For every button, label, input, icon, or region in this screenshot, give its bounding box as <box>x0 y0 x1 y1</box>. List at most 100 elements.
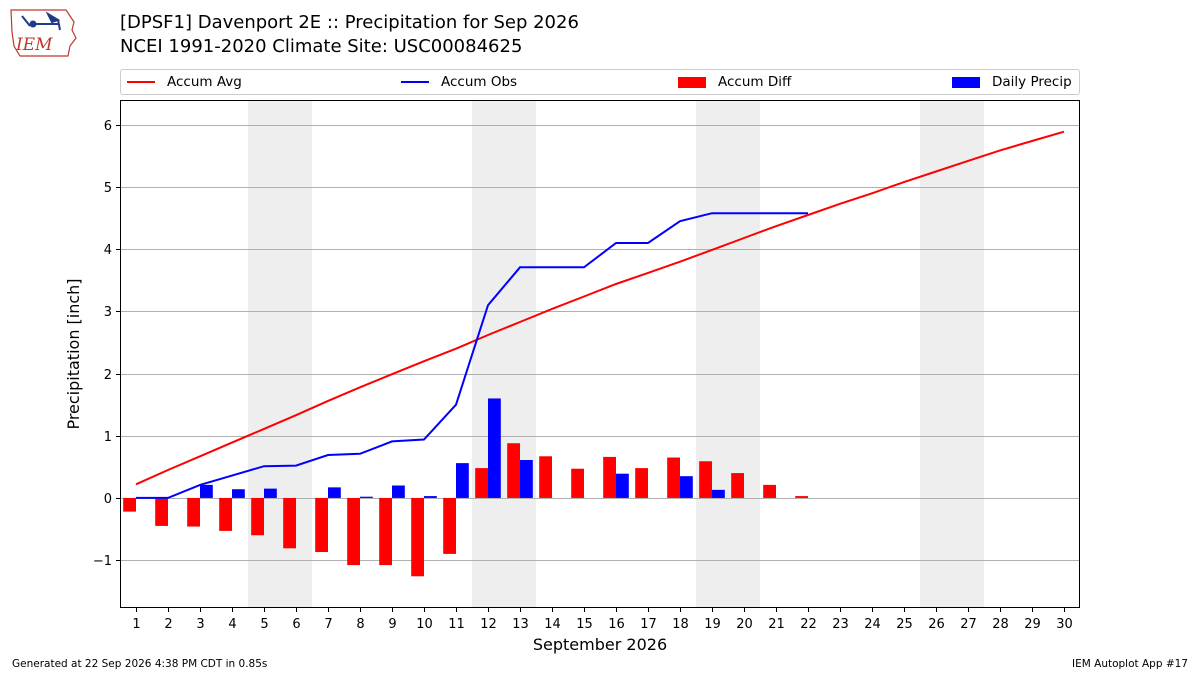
y-tick-label: 4 <box>104 243 112 258</box>
x-tick-label: 25 <box>896 617 913 632</box>
x-axis: 1 2 3 4 5 6 7 8 9 10 11 12 13 14 15 16 17 18 19 20 21 22 23 24 2… <box>132 608 1073 632</box>
app-note: IEM Autoplot App #17 <box>1072 658 1188 670</box>
accum-diff-bar <box>795 496 808 498</box>
legend-swatch-accum-avg <box>127 81 155 83</box>
legend-swatch-accum-obs <box>401 81 429 83</box>
daily-precip-bar <box>712 489 725 498</box>
x-tick-label: 9 <box>388 617 396 632</box>
accum-diff-bar <box>699 461 712 498</box>
x-tick-label: 3 <box>196 617 204 632</box>
x-tick-label: 22 <box>800 617 817 632</box>
x-tick-label: 6 <box>292 617 300 632</box>
x-tick-label: 30 <box>1056 617 1073 632</box>
daily-precip-bar <box>488 398 501 498</box>
x-tick-label: 2 <box>164 617 172 632</box>
y-tick-label: 6 <box>104 119 112 134</box>
x-tick-label: 23 <box>832 617 849 632</box>
accum-diff-bar <box>315 497 328 553</box>
y-axis: −1 0 1 2 3 4 5 6 <box>93 119 120 569</box>
accum-diff-bar <box>539 456 552 498</box>
y-tick-label: 1 <box>104 430 112 445</box>
daily-precip-bar <box>360 496 373 498</box>
legend-label-daily-precip: Daily Precip <box>992 74 1072 90</box>
legend-item-daily-precip: Daily Precip <box>952 70 1072 94</box>
accum-diff-bar <box>443 497 456 554</box>
x-tick-label: 27 <box>960 617 977 632</box>
accum-diff-bar <box>187 497 200 527</box>
x-tick-label: 28 <box>992 617 1009 632</box>
accum-diff-bar <box>507 443 520 498</box>
x-tick-label: 1 <box>132 617 140 632</box>
y-gridlines <box>120 125 1080 561</box>
accum-diff-bar <box>283 497 296 549</box>
x-tick-label: 8 <box>356 617 364 632</box>
accum-obs-line <box>136 212 808 499</box>
accum-diff-bar <box>379 497 392 566</box>
iowa-state-outline <box>10 9 77 57</box>
y-tick-label: 3 <box>104 305 112 320</box>
accum-diff-bar <box>603 456 616 498</box>
x-tick-label: 18 <box>672 617 689 632</box>
y-tick-label: −1 <box>93 554 112 569</box>
y-tick-label: 2 <box>104 368 112 383</box>
accum-diff-bar <box>155 497 168 526</box>
accum-diff-bar <box>411 497 424 577</box>
weekend-shading <box>248 100 984 608</box>
chart-title: [DPSF1] Davenport 2E :: Precipitation fo… <box>120 12 579 33</box>
accum-avg-line <box>135 130 1065 486</box>
legend-item-accum-obs: Accum Obs <box>401 70 517 94</box>
x-tick-label: 5 <box>260 617 268 632</box>
weekend-shade-band <box>920 100 984 608</box>
accum-diff-bar <box>635 468 648 498</box>
bars <box>123 398 808 577</box>
daily-precip-bar <box>520 460 533 498</box>
x-tick-label: 11 <box>448 617 465 632</box>
legend-item-accum-avg: Accum Avg <box>127 70 242 94</box>
x-tick-label: 13 <box>512 617 529 632</box>
x-tick-label: 12 <box>480 617 497 632</box>
daily-precip-bar <box>424 496 437 498</box>
daily-precip-bar <box>616 473 629 498</box>
plot-frame <box>120 100 1080 608</box>
chart-subtitle: NCEI 1991-2020 Climate Site: USC00084625 <box>120 36 523 57</box>
y-axis-label: Precipitation [inch] <box>64 278 83 429</box>
legend: Accum Avg Accum Obs Accum Diff Daily Pre… <box>120 69 1080 95</box>
logo-text: IEM <box>15 35 53 55</box>
x-tick-label: 16 <box>608 617 625 632</box>
accum-diff-bar <box>667 457 680 498</box>
accum-diff-bar <box>731 473 744 498</box>
x-axis-label: September 2026 <box>533 635 667 654</box>
x-tick-label: 24 <box>864 617 881 632</box>
x-tick-label: 15 <box>576 617 593 632</box>
x-tick-label: 14 <box>544 617 561 632</box>
accum-diff-bar <box>571 468 584 498</box>
daily-precip-bar <box>680 476 693 498</box>
accum-diff-bar <box>347 497 360 566</box>
x-tick-label: 26 <box>928 617 945 632</box>
legend-item-accum-diff: Accum Diff <box>678 70 791 94</box>
legend-label-accum-avg: Accum Avg <box>167 74 242 90</box>
accum-diff-bar <box>219 497 232 531</box>
daily-precip-bar <box>392 485 405 498</box>
daily-precip-bar <box>264 488 277 498</box>
accum-diff-bar <box>251 497 264 536</box>
accum-diff-bar <box>763 484 776 498</box>
x-tick-label: 19 <box>704 617 721 632</box>
legend-swatch-daily-precip <box>952 76 980 88</box>
weekend-shade-band <box>472 100 536 608</box>
daily-precip-bar <box>456 463 469 498</box>
legend-label-accum-diff: Accum Diff <box>718 74 792 90</box>
x-tick-label: 29 <box>1024 617 1041 632</box>
x-tick-label: 10 <box>416 617 433 632</box>
generated-note: Generated at 22 Sep 2026 4:38 PM CDT in … <box>12 658 268 670</box>
weather-station-icon <box>21 11 61 31</box>
legend-swatch-accum-diff <box>678 76 706 88</box>
iem-logo: IEM <box>10 9 77 57</box>
x-tick-label: 20 <box>736 617 753 632</box>
daily-precip-bar <box>232 489 245 498</box>
x-tick-label: 17 <box>640 617 657 632</box>
y-tick-label: 0 <box>104 492 112 507</box>
accum-diff-bar <box>123 497 136 512</box>
legend-label-accum-obs: Accum Obs <box>441 74 518 90</box>
